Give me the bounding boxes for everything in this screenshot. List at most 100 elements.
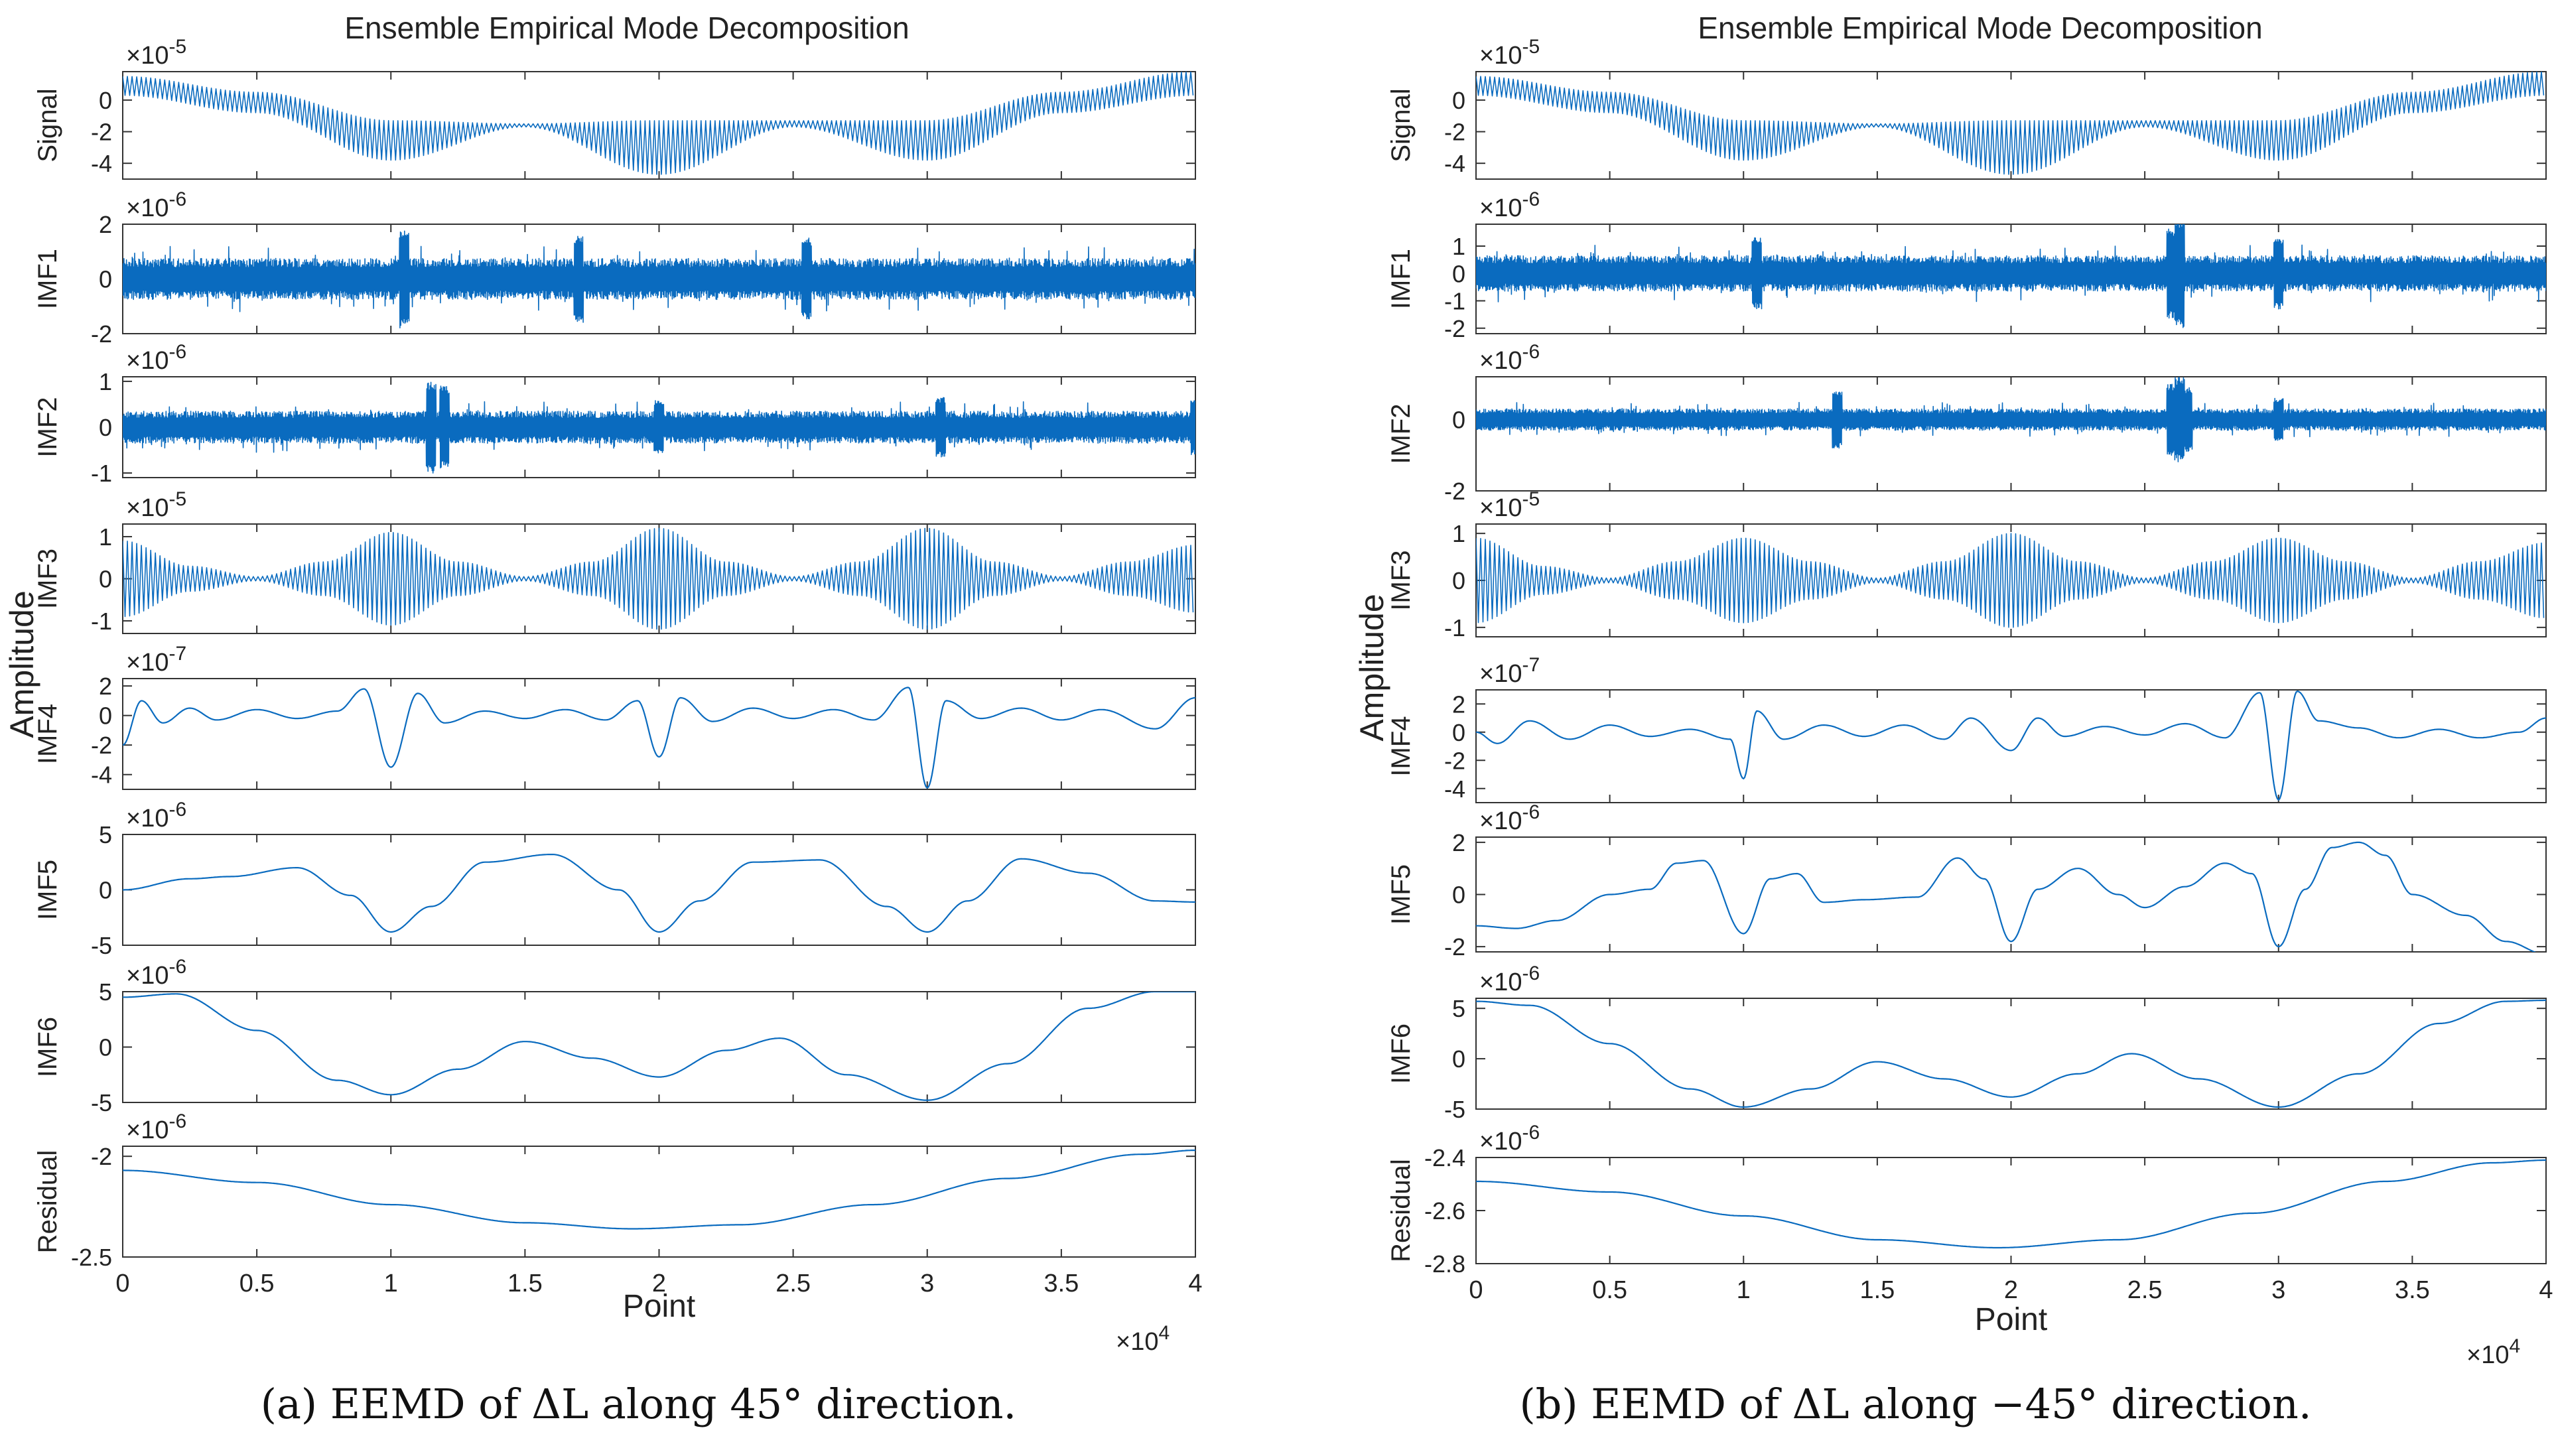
y-tick-label: 0 (1452, 407, 1465, 434)
x-tick-label: 3 (920, 1270, 934, 1297)
y-tick-label: 2 (1452, 829, 1465, 856)
series-line-imf5 (123, 854, 1195, 933)
subplot-imf2: 1 0 -1 ×10-6 IMF2 (33, 341, 1196, 487)
y-exponent-label: ×10-5 (1479, 36, 1540, 70)
y-exponent-label: ×10-6 (1479, 801, 1540, 835)
series-label-imf2: IMF2 (33, 397, 62, 457)
subplot-imf4: 20-2-4 ×10-7 IMF4 (33, 643, 1196, 790)
series-line-signal (1476, 72, 2545, 175)
y-axis-label: Amplitude (3, 590, 40, 738)
subplot-signal: 0 -2 -4 ×10-5 Signal (33, 36, 1196, 180)
x-tick-label: 2 (652, 1270, 666, 1297)
subplot-imf6: 5 0 -5 ×10-6 IMF6 (1386, 962, 2547, 1123)
series-line-residual (1476, 1159, 2546, 1249)
y-exponent-label: ×10-6 (126, 188, 186, 222)
x-exponent-label: ×104 (2466, 1335, 2520, 1369)
axes-box (1475, 836, 2547, 953)
x-axis-label: Point (623, 1289, 695, 1324)
x-tick-label: 3 (2271, 1276, 2285, 1304)
y-tick-label: 2 (1452, 691, 1465, 718)
axes-box (1475, 689, 2547, 803)
axes-box (122, 678, 1196, 790)
y-tick-label: 5 (99, 821, 112, 848)
x-tick-label: 3.5 (1043, 1270, 1079, 1297)
y-tick-label: 0 (1452, 882, 1465, 909)
subplot-imf5: 2 0 -2 ×10-6 IMF5 (1386, 801, 2547, 960)
x-tick-label: 0 (115, 1270, 129, 1297)
series-label-imf3: IMF3 (1386, 550, 1416, 610)
x-tick-label: 1.5 (1859, 1276, 1895, 1304)
y-tick-label: -2.4 (1424, 1144, 1465, 1171)
y-tick-label: -4 (91, 761, 112, 789)
subplot-imf1: 2 0 -2 ×10-6 IMF1 (33, 188, 1196, 348)
x-tick-label: 1.5 (507, 1270, 543, 1297)
series-line-imf6 (123, 992, 1195, 1101)
series-label-signal: Signal (1386, 88, 1416, 162)
subplot-imf6: 5 0 -5 ×10-6 IMF6 (33, 956, 1196, 1116)
y-tick-label: 0 (99, 266, 112, 293)
series-label-imf4: IMF4 (33, 704, 62, 764)
y-tick-label: -2 (91, 320, 112, 348)
series-line-imf2 (123, 381, 1195, 474)
y-exponent-label: ×10-6 (1479, 341, 1540, 375)
series-line-imf3 (1476, 533, 2545, 628)
series-line-imf1 (123, 230, 1195, 329)
y-tick-label: 1 (99, 523, 112, 551)
y-exponent-label: ×10-6 (1479, 962, 1540, 996)
series-line-signal (123, 72, 1194, 175)
y-tick-label: -2 (91, 732, 112, 759)
y-exponent-label: ×10-6 (126, 1110, 186, 1144)
x-exponent-label: ×104 (1116, 1322, 1170, 1356)
y-tick-label: -2 (1444, 933, 1465, 960)
axes-box (122, 834, 1196, 946)
y-tick-label: 2 (99, 211, 112, 238)
caption-b: (b) EEMD of ΔL along −45° direction. (1519, 1380, 2312, 1428)
axes-box (1475, 998, 2547, 1110)
axes-box (1475, 1157, 2547, 1264)
x-tick-label: 1 (1737, 1276, 1751, 1304)
y-tick-label: 0 (99, 566, 112, 593)
subplot-imf5: 5 0 -5 ×10-6 IMF5 (33, 799, 1196, 959)
y-tick-label: 0 (99, 414, 112, 441)
y-tick-label: -2 (1444, 747, 1465, 774)
series-line-imf6 (1476, 999, 2546, 1108)
y-tick-label: -2 (1444, 119, 1465, 146)
y-tick-label: 5 (1452, 995, 1465, 1022)
x-tick-label: 3.5 (2395, 1276, 2430, 1304)
y-tick-label: -1 (1444, 288, 1465, 315)
series-line-imf3 (123, 527, 1194, 630)
subplot-imf2: 0 -2 ×10-6 IMF2 (1386, 341, 2547, 505)
series-line-imf5 (1476, 841, 2537, 952)
axes-box (1475, 376, 2547, 492)
subplot-imf4: 20-2-4 ×10-7 IMF4 (1386, 654, 2547, 803)
y-tick-label: -2 (1444, 478, 1465, 505)
series-line-residual (123, 1150, 1195, 1230)
y-tick-label: 0 (1452, 260, 1465, 287)
y-tick-label: -2 (91, 1143, 112, 1170)
axes-box (122, 991, 1196, 1103)
y-tick-label: 0 (1452, 567, 1465, 594)
y-tick-label: 0 (1452, 1045, 1465, 1073)
y-tick-label: 1 (1452, 233, 1465, 260)
y-tick-label: 0 (99, 877, 112, 904)
series-label-signal: Signal (33, 88, 62, 162)
y-tick-label: 0 (1452, 719, 1465, 746)
y-tick-label: -2.8 (1424, 1250, 1465, 1278)
y-exponent-label: ×10-7 (126, 643, 186, 677)
series-label-imf6: IMF6 (33, 1017, 62, 1077)
x-tick-label: 0.5 (1592, 1276, 1627, 1304)
y-exponent-label: ×10-5 (1479, 488, 1540, 522)
y-tick-label: -4 (1444, 775, 1465, 803)
subplot-residual: -2.4 -2.6 -2.8 ×10-6 Residual 0 0.5 1 1.5 2 2.5 3 3.… (1386, 1122, 2553, 1369)
y-exponent-label: ×10-6 (126, 956, 186, 990)
series-label-imf3: IMF3 (33, 549, 62, 609)
y-tick-label: -4 (1444, 150, 1465, 177)
y-tick-label: -1 (91, 608, 112, 635)
x-tick-label: 4 (2539, 1276, 2553, 1304)
axes-box (122, 1146, 1196, 1258)
y-tick-label: -5 (91, 932, 112, 959)
eemd-panel-b: Ensemble Empirical Mode Decomposition Amp… (1353, 11, 2553, 1369)
y-tick-label: -2 (91, 119, 112, 146)
series-label-imf4: IMF4 (1386, 716, 1416, 776)
